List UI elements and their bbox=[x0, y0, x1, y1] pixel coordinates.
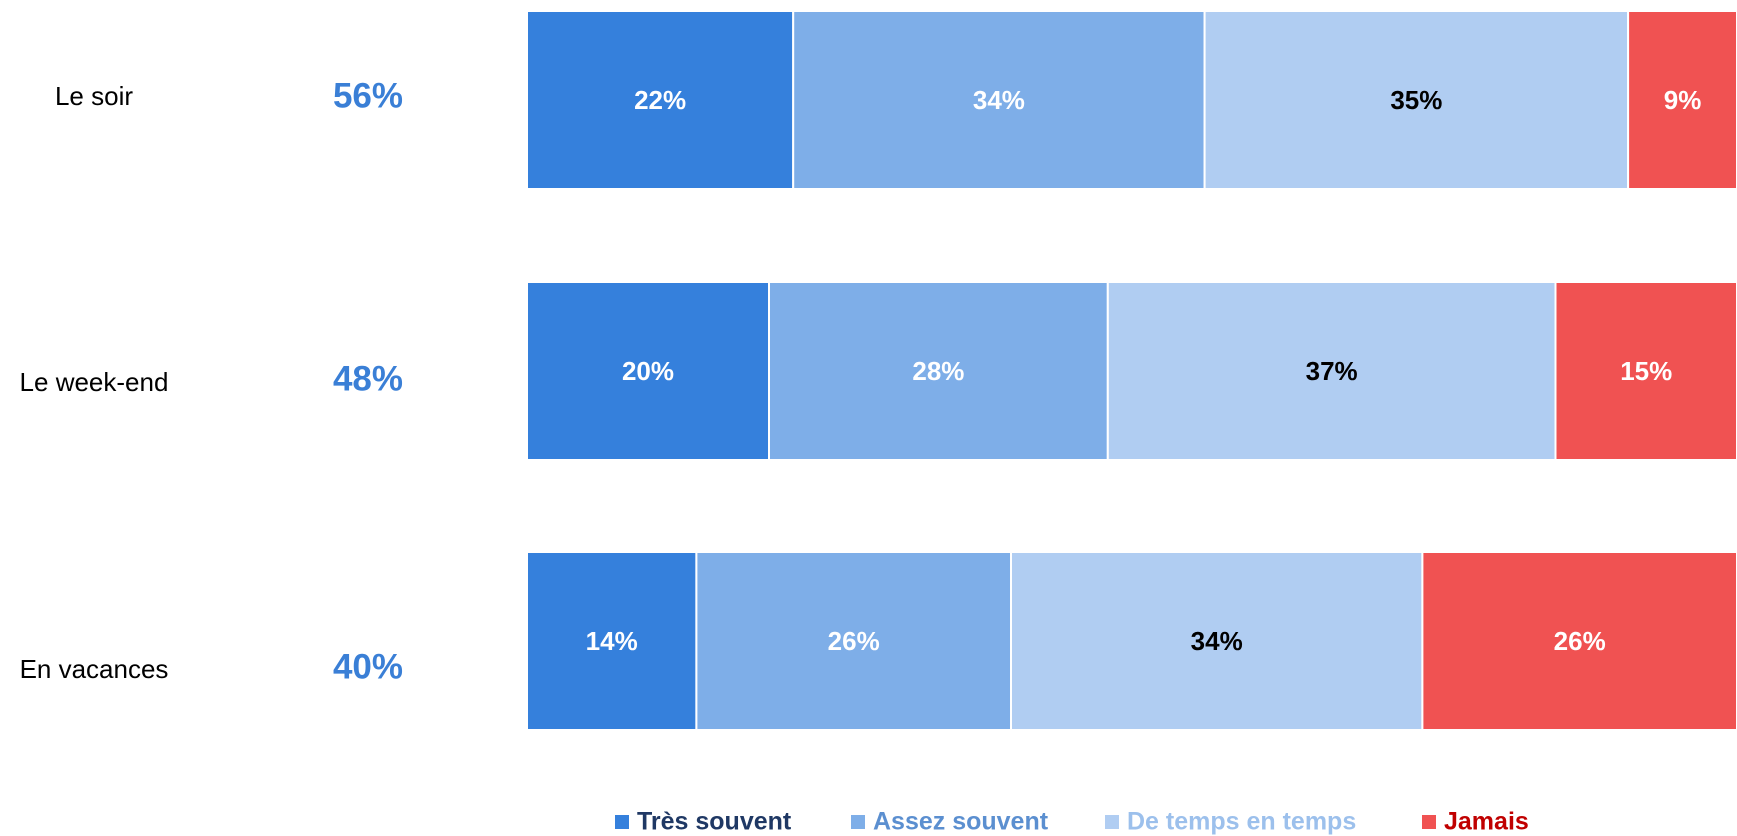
data-label: 35% bbox=[1390, 85, 1442, 115]
bar-segment bbox=[1106, 281, 1557, 461]
bar-segment bbox=[526, 281, 770, 461]
data-label: 20% bbox=[622, 356, 674, 386]
data-label: 14% bbox=[586, 626, 638, 656]
data-label: 22% bbox=[634, 85, 686, 115]
legend-swatch bbox=[615, 815, 629, 829]
legend-swatch bbox=[1105, 815, 1119, 829]
data-label: 9% bbox=[1664, 85, 1702, 115]
bar-segment bbox=[1554, 281, 1737, 461]
legend-label: Très souvent bbox=[637, 808, 792, 836]
bar-segment bbox=[526, 10, 795, 190]
data-label: 28% bbox=[912, 356, 964, 386]
legend-swatch bbox=[1422, 815, 1436, 829]
data-label: 34% bbox=[973, 85, 1025, 115]
category-label: Le soir bbox=[55, 81, 133, 111]
data-label: 26% bbox=[1554, 626, 1606, 656]
category-label: En vacances bbox=[20, 654, 169, 684]
bar-segment bbox=[768, 281, 1109, 461]
data-label: 34% bbox=[1191, 626, 1243, 656]
data-label: 37% bbox=[1306, 356, 1358, 386]
total-label: 48% bbox=[333, 359, 403, 398]
data-label: 26% bbox=[828, 626, 880, 656]
bar-segment bbox=[1010, 551, 1424, 731]
total-label: 56% bbox=[333, 76, 403, 115]
data-label: 15% bbox=[1620, 356, 1672, 386]
bar-segment bbox=[1203, 10, 1630, 190]
bar-segment bbox=[695, 551, 1013, 731]
legend-swatch bbox=[851, 815, 865, 829]
bar-segment bbox=[1421, 551, 1737, 731]
legend-label: De temps en temps bbox=[1127, 808, 1356, 836]
legend-label: Assez souvent bbox=[873, 808, 1049, 836]
legend-label: Jamais bbox=[1444, 808, 1529, 836]
category-label: Le week-end bbox=[20, 367, 169, 397]
bar-segment bbox=[792, 10, 1206, 190]
total-label: 40% bbox=[333, 647, 403, 686]
bar-segment bbox=[1627, 10, 1737, 190]
